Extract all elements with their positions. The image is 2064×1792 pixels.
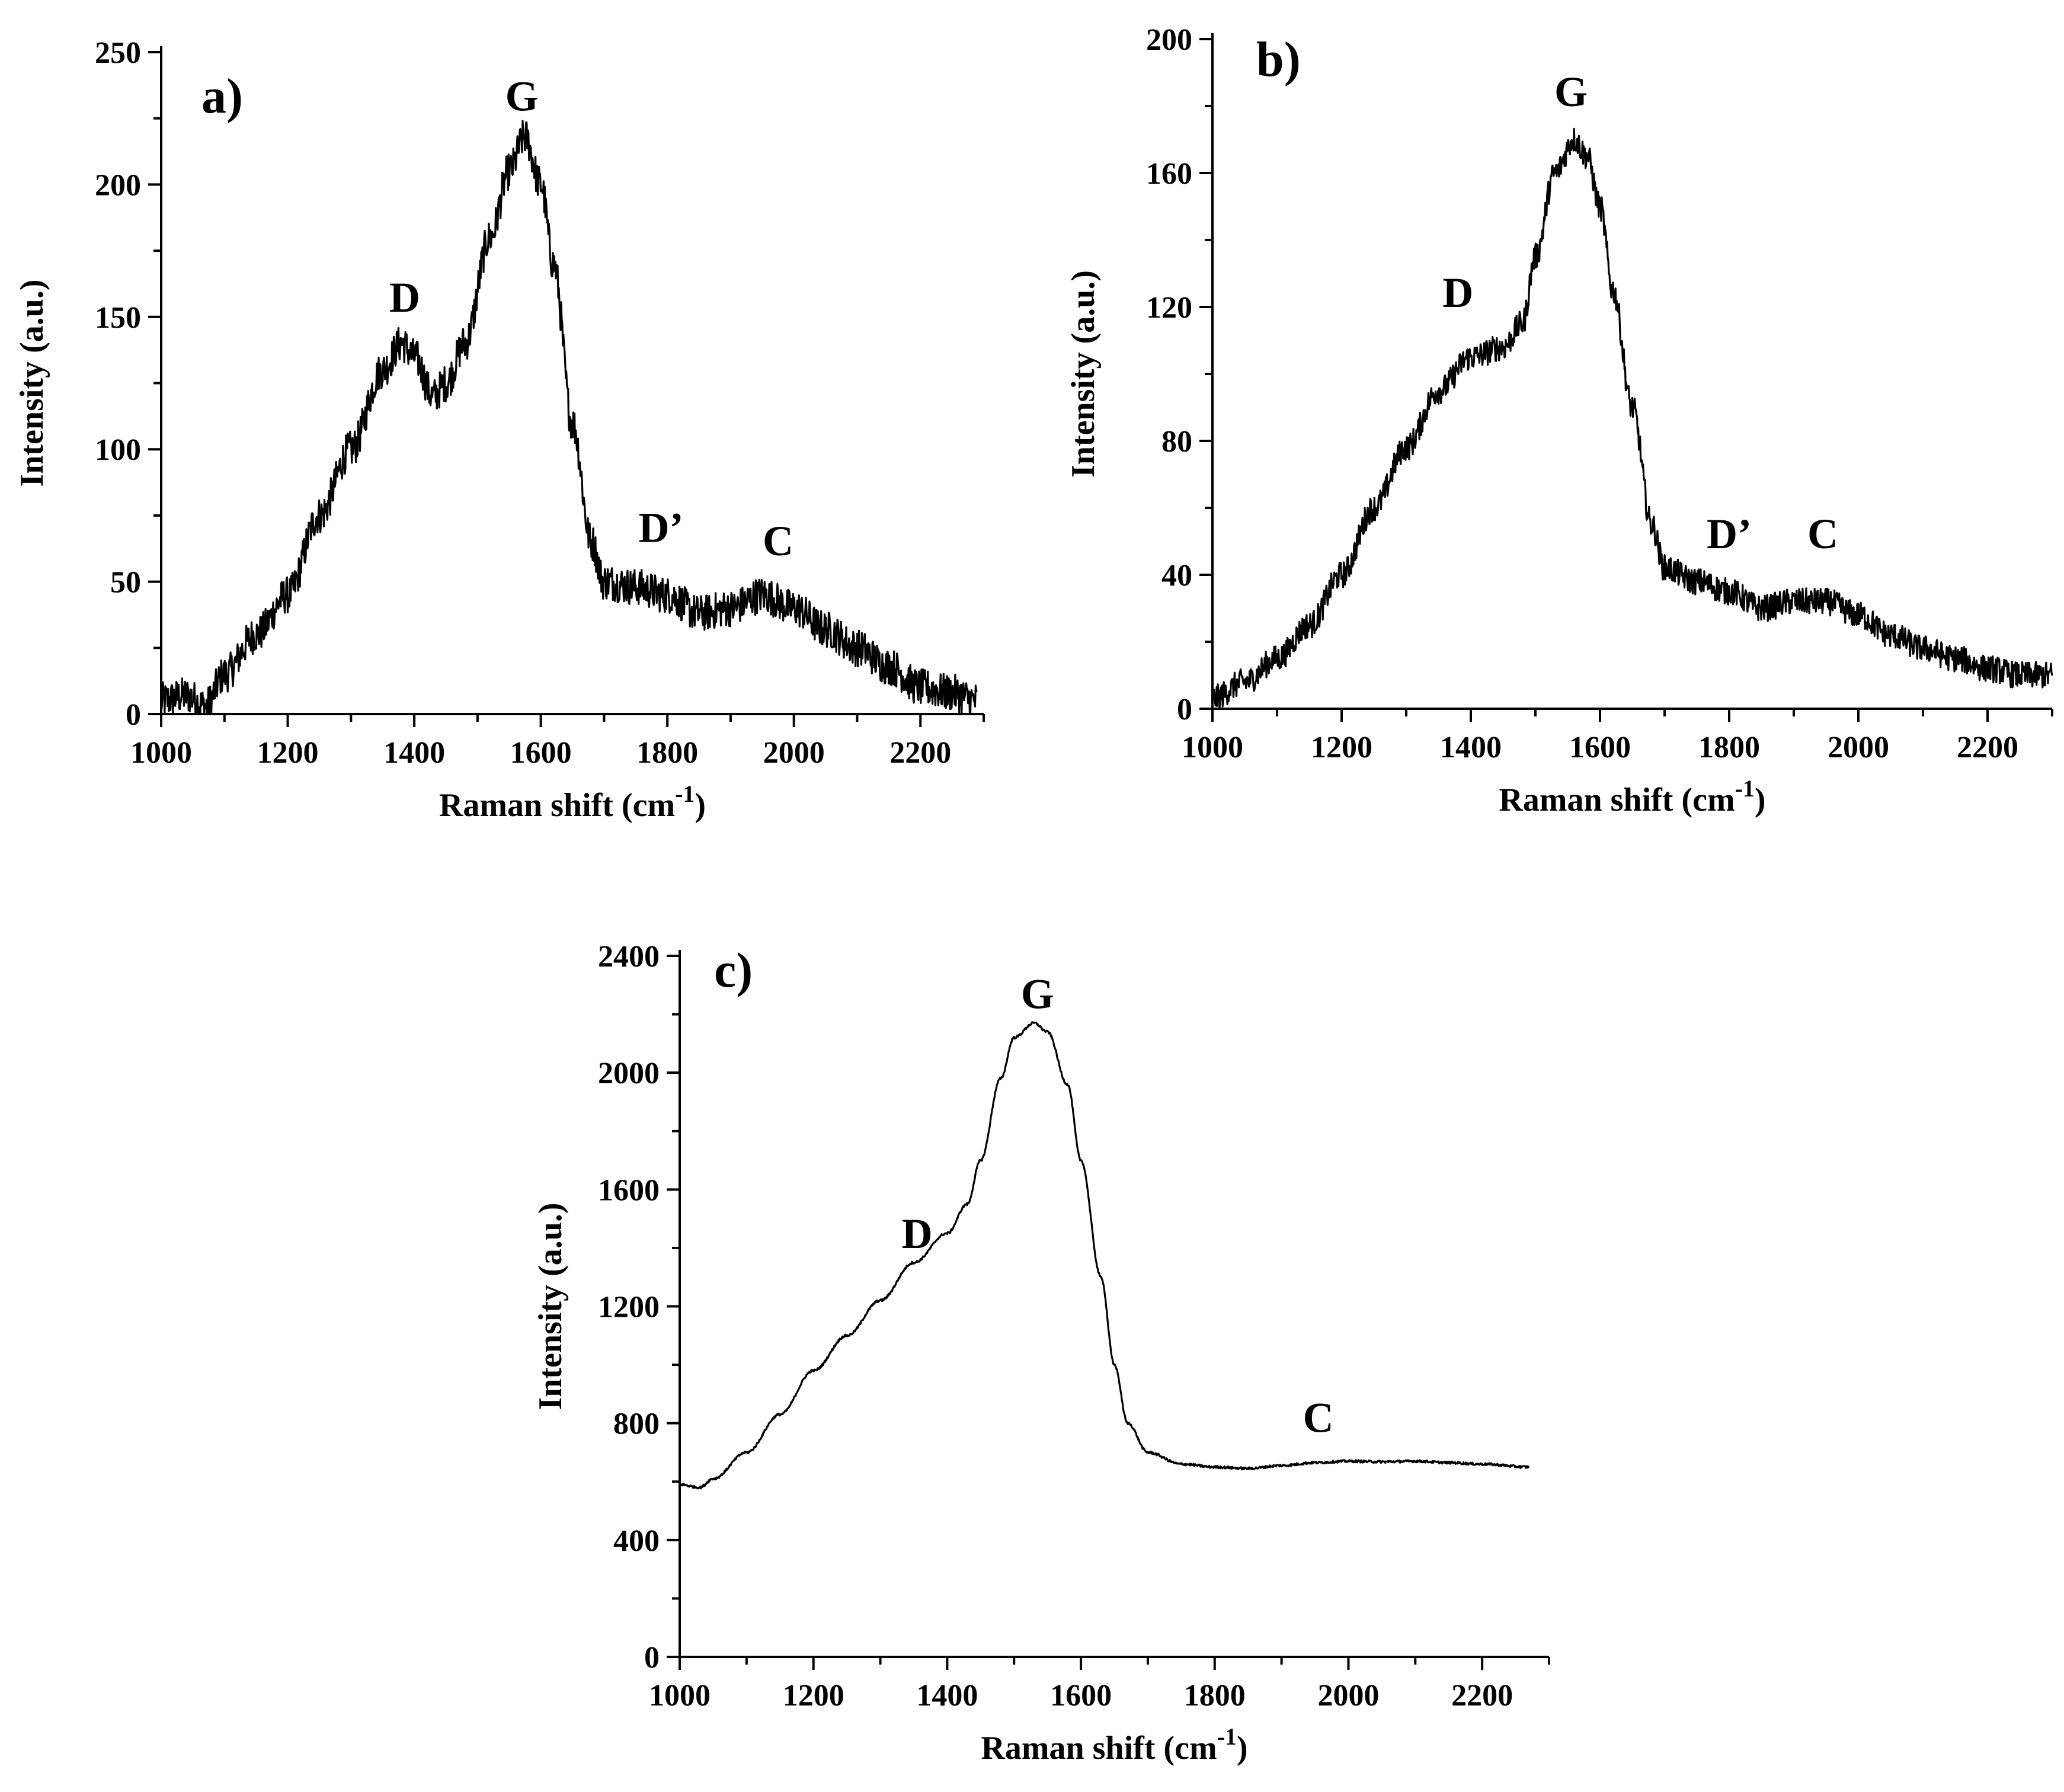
y-tick-label: 0 [1177, 693, 1192, 727]
y-tick-label: 80 [1161, 425, 1192, 459]
y-tick-label: 250 [95, 36, 141, 70]
x-tick-label: 1400 [1440, 731, 1502, 764]
x-tick-label: 2000 [763, 736, 825, 770]
x-tick-label: 1200 [783, 1679, 844, 1713]
panel-a: 1000 1200 1400 1600 1800 2000 2200 0 50 100 150 200… [14, 36, 985, 824]
peak-label: G [505, 72, 539, 120]
peak-label: D’ [638, 504, 683, 552]
panel-label: c) [714, 943, 753, 998]
series-line-a [160, 120, 978, 715]
y-tick-label: 40 [1161, 559, 1192, 593]
peak-label: D [902, 1210, 933, 1257]
y-tick-label: 150 [95, 301, 141, 335]
series-line-b [1211, 127, 2053, 710]
peak-label: D’ [1707, 510, 1752, 558]
x-tick-label: 1600 [1569, 731, 1631, 764]
x-tick-label: 1000 [1182, 731, 1243, 764]
x-tick-label: 1000 [649, 1679, 711, 1713]
y-axis-title: Intensity (a.u.) [1065, 270, 1102, 478]
x-tick-label: 1800 [1698, 731, 1760, 764]
y-tick-label: 0 [126, 698, 141, 732]
x-axis-title: Raman shift (cm-1) [439, 780, 706, 824]
peak-label: C [1303, 1394, 1334, 1441]
x-axis-title: Raman shift (cm-1) [1499, 775, 1765, 818]
series-line-c [679, 1021, 1530, 1490]
panel-label: b) [1256, 32, 1301, 87]
panel-b: 1000 1200 1400 1600 1800 2000 2200 0 40 80 120 160 2… [1065, 23, 2053, 818]
y-tick-label: 120 [1146, 291, 1192, 325]
y-axis-title: Intensity (a.u.) [532, 1202, 569, 1410]
y-tick-label: 400 [613, 1524, 660, 1558]
x-tick-label: 1800 [1184, 1679, 1246, 1713]
x-tick-label: 1600 [510, 736, 572, 770]
x-tick-label: 2000 [1317, 1679, 1379, 1713]
panel-label: a) [201, 69, 243, 124]
y-tick-label: 0 [644, 1641, 660, 1675]
x-tick-label: 1000 [130, 736, 192, 770]
y-tick-label: 200 [1146, 23, 1192, 57]
y-tick-label: 2000 [598, 1057, 660, 1090]
y-tick-label: 800 [613, 1407, 660, 1441]
y-tick-label: 1200 [598, 1291, 660, 1324]
peak-label: D [1442, 269, 1473, 316]
y-tick-label: 160 [1146, 157, 1192, 191]
x-tick-label: 1600 [1050, 1679, 1112, 1713]
peak-label: C [763, 517, 793, 565]
y-tick-label: 2400 [598, 940, 660, 974]
y-tick-label: 1600 [598, 1173, 660, 1207]
x-tick-label: 2200 [889, 736, 951, 770]
peak-label: G [1021, 971, 1054, 1018]
y-axis-title: Intensity (a.u.) [14, 279, 50, 487]
peak-label: C [1807, 510, 1838, 558]
x-tick-label: 1800 [636, 736, 698, 770]
x-tick-label: 1400 [916, 1679, 978, 1713]
x-tick-label: 2000 [1828, 731, 1889, 764]
x-tick-label: 1400 [383, 736, 445, 770]
peak-label: G [1554, 68, 1588, 116]
x-tick-label: 1200 [257, 736, 319, 770]
x-axis-title: Raman shift (cm-1) [981, 1723, 1247, 1767]
y-tick-label: 100 [95, 433, 141, 467]
x-tick-label: 1200 [1311, 731, 1372, 764]
panel-c: 1000 1200 1400 1600 1800 2000 2200 0 400 800 1200 1… [532, 940, 1550, 1767]
y-tick-label: 50 [110, 566, 141, 600]
peak-label: D [389, 274, 420, 321]
x-tick-label: 2200 [1957, 731, 2018, 764]
x-tick-label: 2200 [1451, 1679, 1513, 1713]
y-tick-label: 200 [95, 168, 141, 202]
